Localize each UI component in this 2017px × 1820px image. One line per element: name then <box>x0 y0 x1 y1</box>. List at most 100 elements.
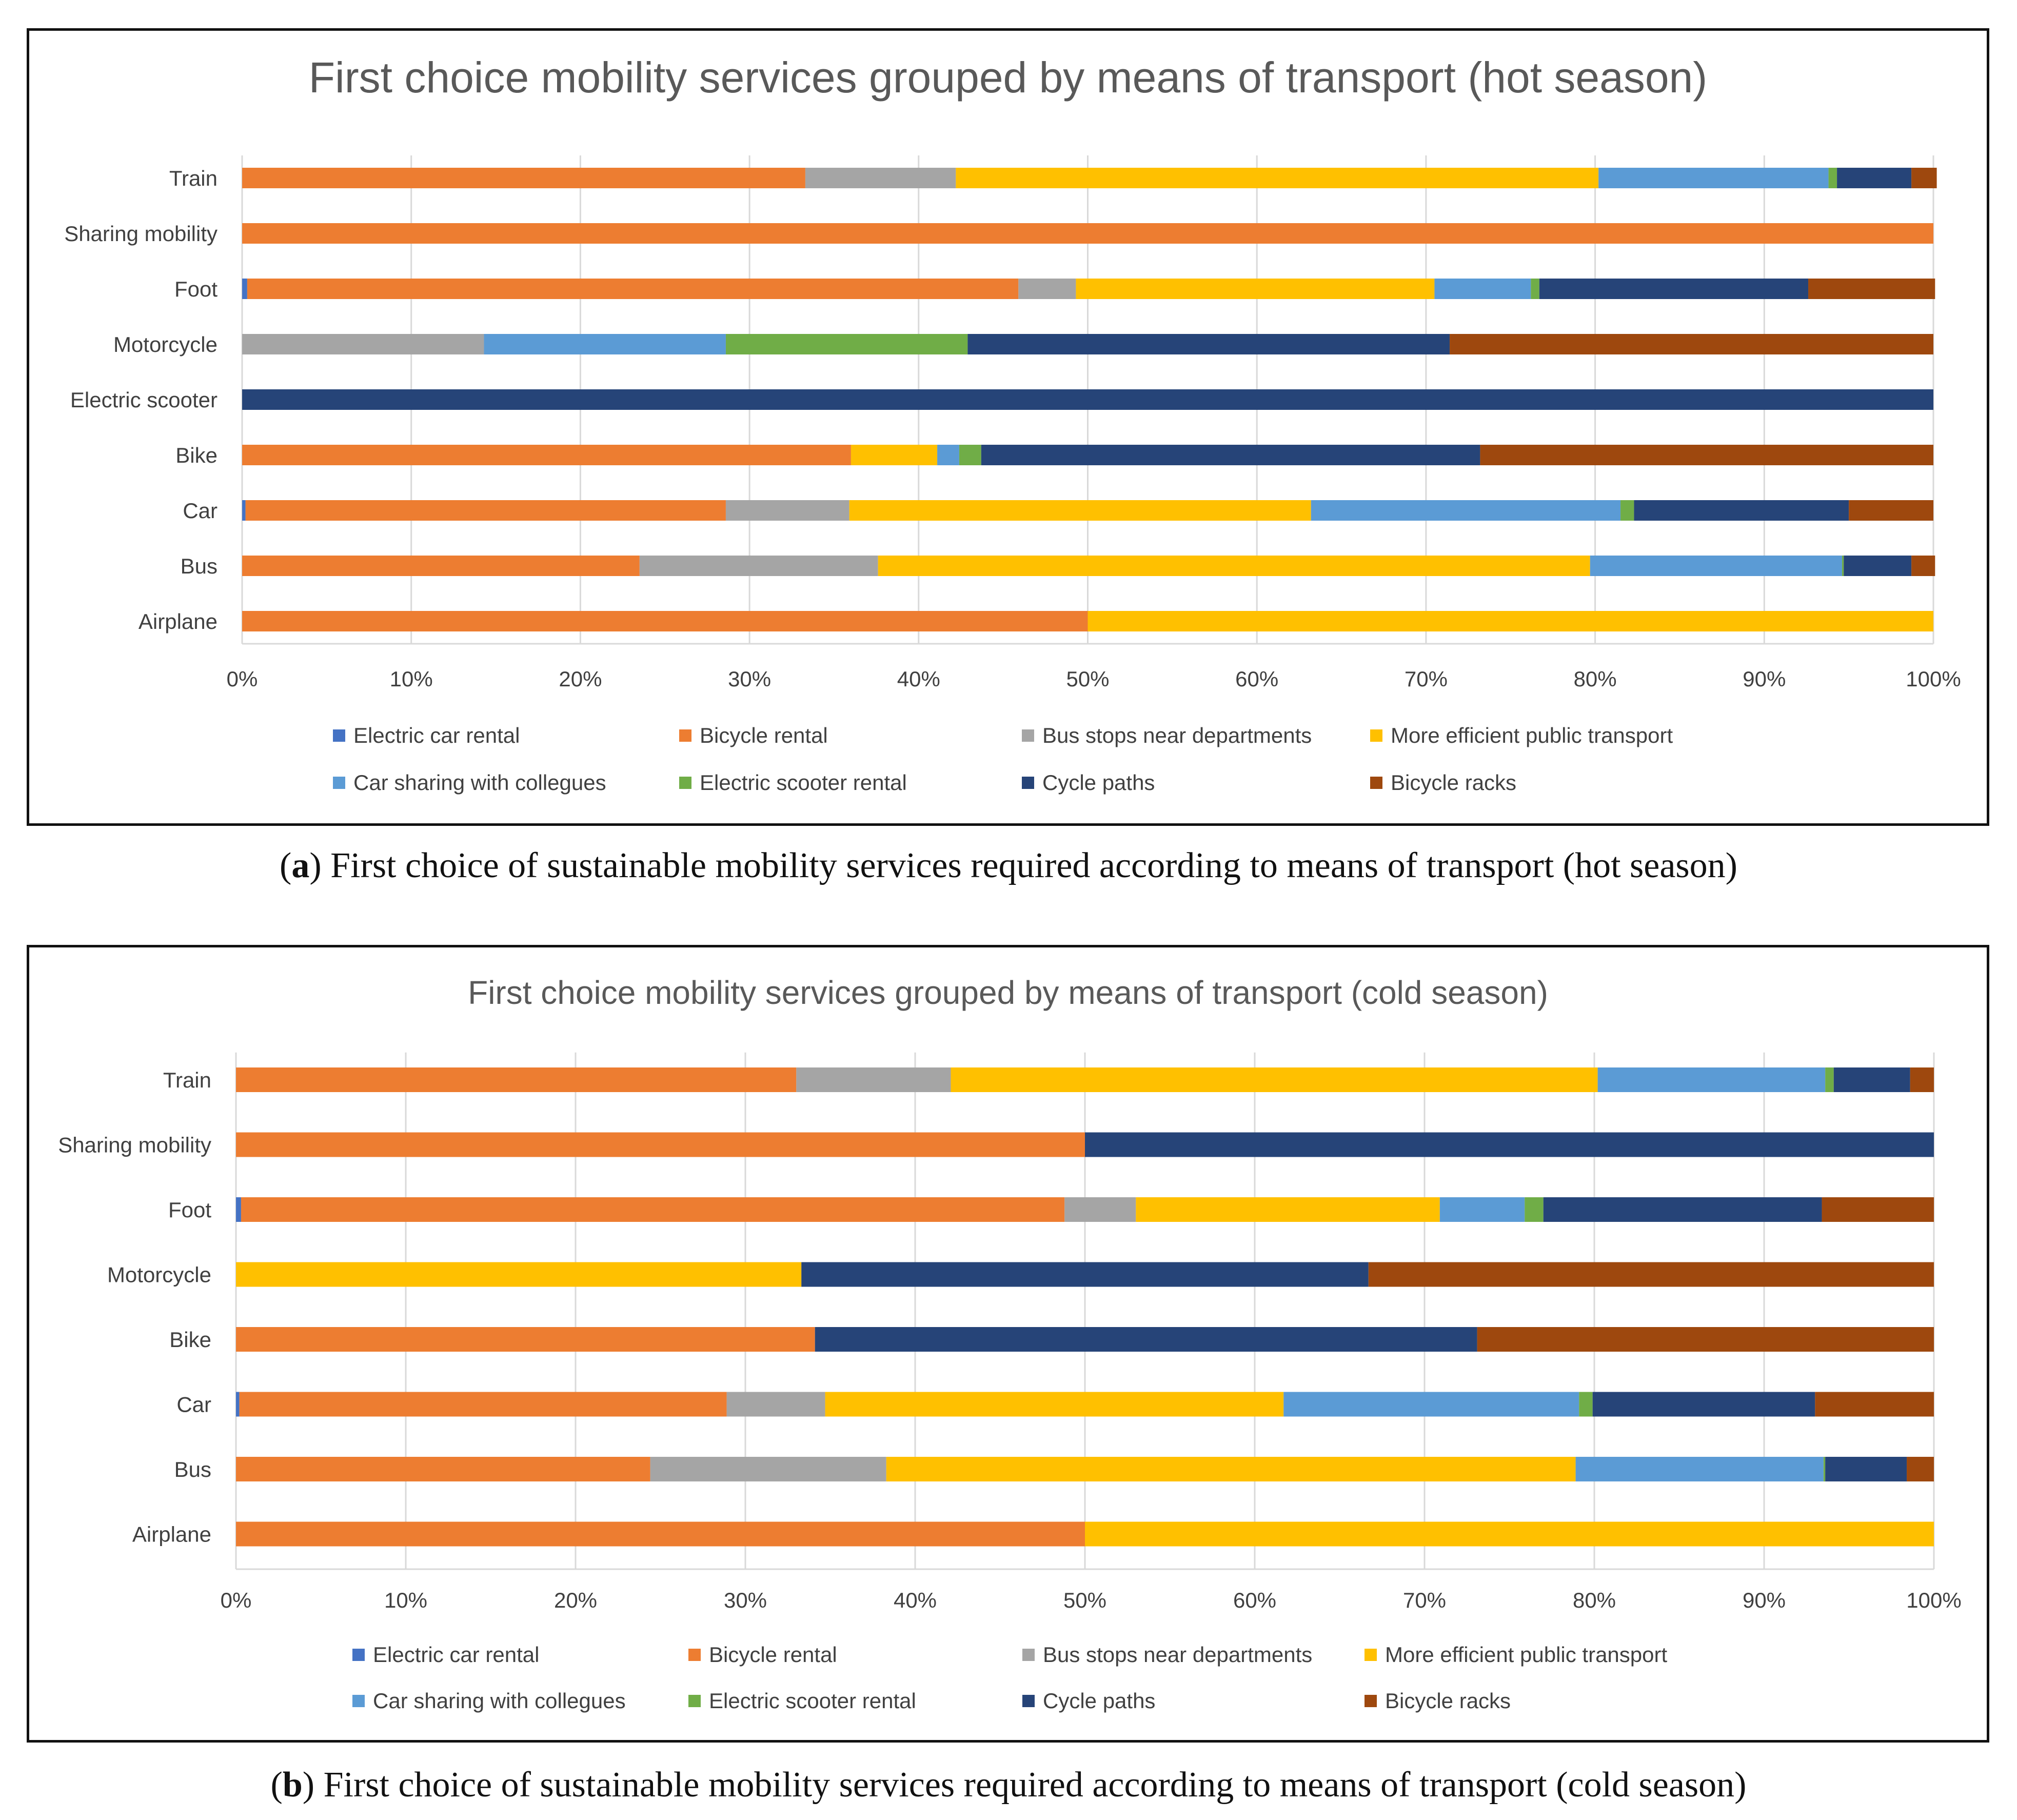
bar-segment <box>1085 1132 1934 1157</box>
legend-label: Bus stops near departments <box>1042 723 1312 747</box>
tick-label: 100% <box>1906 1588 1961 1612</box>
bar-segment <box>1910 1067 1934 1092</box>
legend-item: Electric car rental <box>333 723 520 747</box>
legend-swatch <box>1022 1649 1035 1661</box>
bar-segment <box>484 334 726 354</box>
bar-segment <box>242 279 247 299</box>
bar-segment <box>1531 279 1539 299</box>
legend-swatch <box>1370 729 1382 742</box>
legend-swatch <box>1365 1649 1377 1661</box>
tick-label: 20% <box>559 667 602 691</box>
bar-segment <box>959 445 981 465</box>
bar-segment <box>726 1392 825 1417</box>
tick-label: 60% <box>1233 1588 1276 1612</box>
legend-item: Bicycle rental <box>679 723 828 747</box>
bar-segment <box>1076 279 1435 299</box>
caption-text: First choice of sustainable mobility ser… <box>314 1765 1747 1805</box>
bar-segment <box>242 168 805 188</box>
chart-title: First choice mobility services grouped b… <box>468 974 1548 1011</box>
tick-label: 30% <box>724 1588 767 1612</box>
bar-segment <box>1543 1197 1822 1222</box>
caption-letter: a <box>291 846 310 885</box>
tick-label: 70% <box>1403 1588 1446 1612</box>
bar-segment <box>1907 1457 1934 1481</box>
legend-item: Bicycle racks <box>1370 770 1516 795</box>
bar-segment <box>242 334 484 354</box>
legend-swatch <box>1022 777 1034 789</box>
legend-item: More efficient public transport <box>1365 1643 1667 1667</box>
tick-label: 50% <box>1066 667 1109 691</box>
legend-item: More efficient public transport <box>1370 723 1673 747</box>
bar-segment <box>1480 445 1933 465</box>
legend-item: Car sharing with collegues <box>352 1689 626 1713</box>
bar-segment <box>236 1262 802 1287</box>
bar-segment <box>1825 1457 1907 1481</box>
bar-segment <box>1575 1457 1824 1481</box>
legend-label: Bicycle racks <box>1385 1689 1511 1713</box>
legend-label: Cycle paths <box>1042 770 1155 795</box>
legend-label: More efficient public transport <box>1385 1643 1667 1667</box>
legend-label: Electric scooter rental <box>700 770 907 795</box>
category-label: Foot <box>168 1198 211 1222</box>
bar-segment <box>1911 556 1935 576</box>
bar-segment <box>236 1521 1085 1547</box>
bar-segment <box>1823 1457 1826 1481</box>
caption-hot-season: (a) First choice of sustainable mobility… <box>280 846 1737 885</box>
legend-swatch <box>352 1649 365 1661</box>
caption-text: First choice of sustainable mobility ser… <box>321 846 1737 885</box>
bar-segment <box>242 223 1933 244</box>
legend-label: Cycle paths <box>1043 1689 1155 1713</box>
bar-segment <box>1539 279 1809 299</box>
category-label: Airplane <box>139 609 217 634</box>
chart-panel-hot-season: First choice mobility services grouped b… <box>27 28 1989 826</box>
bar-segment <box>236 1392 240 1417</box>
bar-segment <box>1579 1392 1593 1417</box>
category-label: Sharing mobility <box>58 1133 211 1157</box>
bar-segment <box>1808 279 1935 299</box>
legend-item: Bus stops near departments <box>1022 723 1312 747</box>
bar-segment <box>1311 500 1621 521</box>
bar-segment <box>878 556 1590 576</box>
legend-label: Electric scooter rental <box>709 1689 916 1713</box>
tick-label: 60% <box>1235 667 1278 691</box>
legend-label: Bus stops near departments <box>1043 1643 1312 1667</box>
category-label: Bus <box>174 1457 211 1481</box>
legend-swatch <box>1370 777 1382 789</box>
bar-segment <box>236 1327 815 1352</box>
legend-label: Electric car rental <box>373 1643 539 1667</box>
bar-segment <box>981 445 1480 465</box>
chart-cold-season: First choice mobility services grouped b… <box>58 974 1962 1713</box>
bar-segment <box>1825 1067 1834 1092</box>
bar-segment <box>1087 611 1933 631</box>
category-label: Train <box>169 166 217 190</box>
legend-label: Bicycle rental <box>709 1643 837 1667</box>
bar-segment <box>245 500 726 521</box>
bar-segment <box>1283 1392 1579 1417</box>
bar-segment <box>1844 556 1912 576</box>
legend-item: Bus stops near departments <box>1022 1643 1312 1667</box>
bar-segment <box>725 500 849 521</box>
bar-segment <box>1634 500 1849 521</box>
bar-segment <box>825 1392 1284 1417</box>
bar-segment <box>801 1262 1369 1287</box>
bar-segment <box>1450 334 1933 354</box>
category-label: Bike <box>175 443 217 467</box>
bar-segment <box>236 1067 797 1092</box>
bar-segment <box>639 556 878 576</box>
category-label: Bike <box>169 1328 211 1352</box>
bar-segment <box>1477 1327 1934 1352</box>
bar-segment <box>236 1132 1085 1157</box>
legend-swatch <box>1022 729 1034 742</box>
chart-panel-cold-season: First choice mobility services grouped b… <box>27 945 1989 1743</box>
bar-segment <box>1085 1521 1934 1547</box>
bar-segment <box>1822 1197 1934 1222</box>
caption-letter: b <box>282 1765 303 1805</box>
legend-swatch <box>679 729 691 742</box>
chart-hot-season: First choice mobility services grouped b… <box>64 53 1961 795</box>
bar-segment <box>247 279 1019 299</box>
legend-swatch <box>688 1649 701 1661</box>
bar-segment <box>1911 168 1937 188</box>
legend-item: Electric car rental <box>352 1643 539 1667</box>
bar-segment <box>1598 168 1829 188</box>
tick-label: 80% <box>1574 667 1617 691</box>
